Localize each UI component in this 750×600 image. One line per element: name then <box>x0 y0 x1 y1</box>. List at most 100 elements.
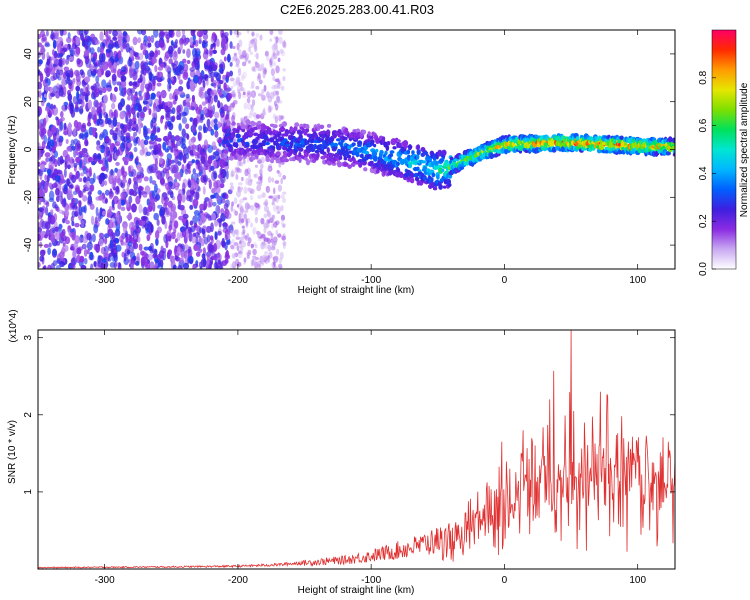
heatmap-cell <box>111 102 116 110</box>
heatmap-cell <box>248 40 254 49</box>
heatmap-cell <box>55 116 59 121</box>
heatmap-cell <box>163 196 170 202</box>
heatmap-cell <box>93 260 97 268</box>
heatmap-cell <box>231 201 234 207</box>
heatmap-cell <box>140 69 144 75</box>
heatmap-cell <box>220 198 226 204</box>
heatmap-cell <box>140 42 144 51</box>
heatmap-cell <box>183 99 187 107</box>
heatmap-cell <box>135 123 139 133</box>
heatmap-cell <box>182 49 186 54</box>
heatmap-cell <box>81 91 87 97</box>
heatmap-cell <box>83 129 89 139</box>
heatmap-cell <box>84 38 90 43</box>
heatmap-cell <box>242 158 246 165</box>
heatmap-cell <box>159 63 165 68</box>
heatmap-cell <box>98 133 104 141</box>
heatmap-cell <box>137 124 142 135</box>
heatmap-cell <box>395 161 400 167</box>
heatmap-cell <box>203 212 209 218</box>
heatmap-cell <box>111 93 117 103</box>
heatmap-cell <box>218 149 222 155</box>
heatmap-cell <box>41 205 46 214</box>
heatmap-cell <box>120 191 126 199</box>
heatmap-cell <box>276 210 281 215</box>
heatmap-cell <box>143 91 149 101</box>
heatmap-cell <box>274 100 277 107</box>
heatmap-cell <box>134 60 140 70</box>
heatmap-cell <box>59 121 64 131</box>
heatmap-cell <box>165 172 170 178</box>
heatmap-cell <box>113 110 117 119</box>
heatmap-cell <box>255 85 260 90</box>
heatmap-cell <box>83 30 89 35</box>
heatmap-cell <box>140 215 147 221</box>
heatmap-cell <box>146 86 150 94</box>
heatmap-cell <box>239 54 244 60</box>
heatmap-cell <box>148 139 155 145</box>
heatmap-cell <box>209 256 214 266</box>
heatmap-cell <box>98 238 104 247</box>
heatmap-cell <box>47 247 51 256</box>
heatmap-cell <box>440 168 445 173</box>
heatmap-cell <box>260 156 265 164</box>
heatmap-cell <box>73 162 78 168</box>
x-tick-label: 100 <box>629 275 646 286</box>
heatmap-cell <box>140 250 145 256</box>
heatmap-cell <box>281 41 285 47</box>
heatmap-cell <box>38 233 41 242</box>
heatmap-cell <box>129 154 134 159</box>
heatmap-cell <box>196 31 200 37</box>
heatmap-cell <box>221 36 227 46</box>
heatmap-cell <box>178 151 184 161</box>
heatmap-cell <box>41 140 46 150</box>
heatmap-cell <box>95 75 100 84</box>
heatmap-cell <box>195 190 200 201</box>
heatmap-cell <box>185 93 190 99</box>
heatmap-cell <box>99 31 104 41</box>
heatmap-cell <box>262 111 267 116</box>
heatmap-cell <box>351 142 356 147</box>
heatmap-cell <box>143 139 149 146</box>
heatmap-cell <box>253 173 259 179</box>
heatmap-cell <box>134 103 139 111</box>
heatmap-cell <box>280 194 285 200</box>
heatmap-cell <box>428 157 433 162</box>
heatmap-cell <box>185 228 189 239</box>
heatmap-cell <box>98 52 104 63</box>
x-tick-label: -200 <box>228 275 248 286</box>
heatmap-cell <box>38 33 42 40</box>
heatmap-cell <box>75 149 79 156</box>
heatmap-cell <box>207 214 212 221</box>
heatmap-cell <box>74 48 80 57</box>
heatmap-cell <box>104 180 108 186</box>
heatmap-cell <box>117 135 121 145</box>
heatmap-cell <box>372 155 378 162</box>
heatmap-cell <box>206 253 211 261</box>
heatmap-cell <box>128 188 135 196</box>
heatmap-cell <box>174 93 178 102</box>
heatmap-cell <box>38 221 42 229</box>
heatmap-cell <box>85 140 89 146</box>
heatmap-cell <box>81 100 85 108</box>
heatmap-cell <box>247 249 252 255</box>
heatmap-cell <box>379 149 384 155</box>
heatmap-cell <box>68 56 75 61</box>
heatmap-cell <box>193 172 199 183</box>
heatmap-cell <box>228 147 233 152</box>
heatmap-cell <box>65 155 70 165</box>
heatmap-cell <box>86 176 91 182</box>
heatmap-cell <box>234 141 239 149</box>
heatmap-cell <box>204 65 209 70</box>
heatmap-cell <box>264 199 269 207</box>
heatmap-cell <box>76 79 82 87</box>
heatmap-cell <box>282 68 286 72</box>
heatmap-cell <box>274 115 278 124</box>
heatmap-cell <box>125 235 129 244</box>
heatmap-cell <box>75 85 81 92</box>
heatmap-cell <box>167 249 173 256</box>
heatmap-cell <box>335 138 342 142</box>
heatmap-cell <box>139 95 143 101</box>
heatmap-cell <box>50 209 54 215</box>
